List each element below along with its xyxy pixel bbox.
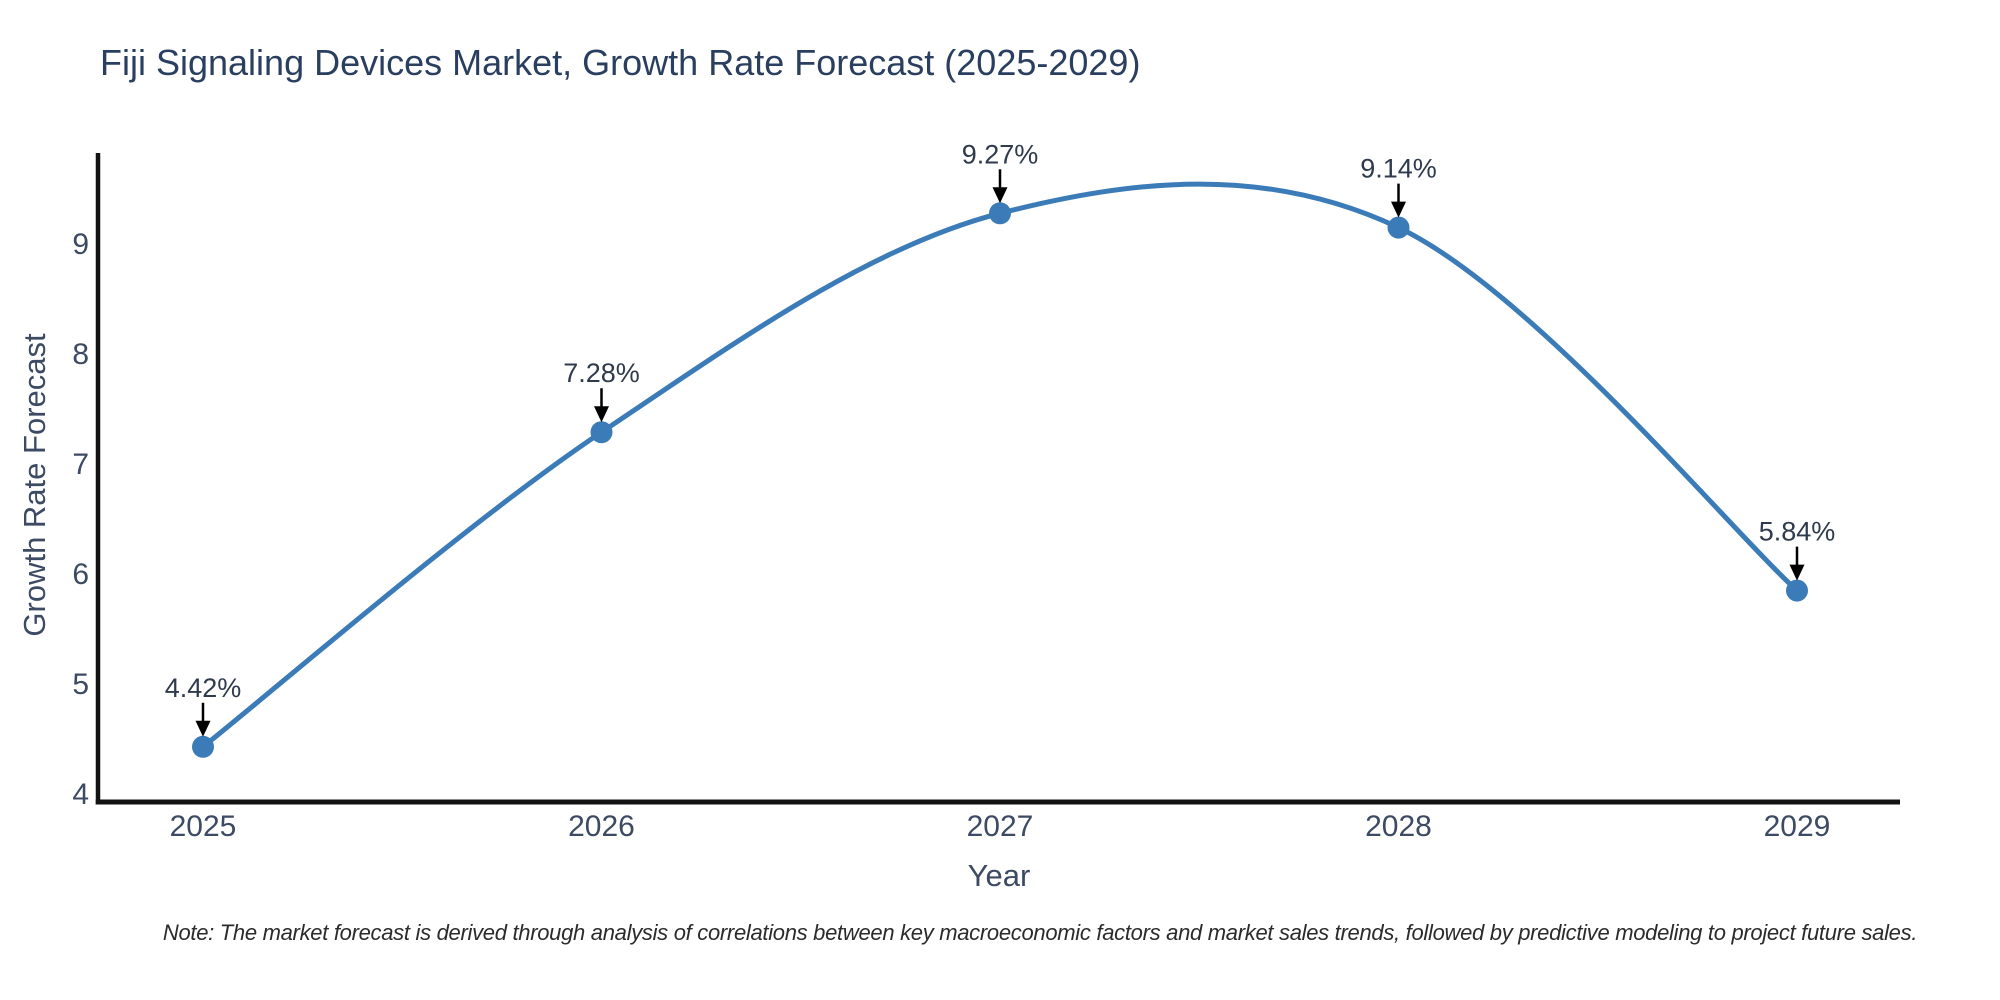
data-point-label: 4.42% [165, 673, 242, 703]
data-point-marker [989, 202, 1011, 225]
data-point-label: 9.14% [1360, 154, 1437, 184]
x-tick-label: 2027 [967, 810, 1034, 843]
page-title: Fiji Signaling Devices Market, Growth Ra… [100, 42, 1141, 83]
annotation-arrowhead [1391, 201, 1406, 218]
x-tick-label: 2025 [170, 810, 237, 843]
annotation-arrowhead [1789, 564, 1805, 581]
x-axis-title: Year [967, 858, 1031, 893]
data-point-marker [1786, 579, 1808, 602]
y-tick-label: 4 [72, 778, 89, 811]
data-point-label: 5.84% [1759, 517, 1836, 547]
y-tick-label: 9 [72, 228, 89, 261]
y-tick-label: 5 [72, 668, 89, 701]
annotation-arrowhead [594, 406, 609, 423]
footnote: Note: The market forecast is derived thr… [162, 920, 1918, 945]
x-tick-label: 2029 [1764, 810, 1831, 843]
annotation-arrowhead [195, 720, 211, 737]
data-point-marker [1387, 216, 1410, 239]
data-point-marker [590, 421, 613, 444]
trend-line [200, 181, 1800, 750]
data-point-label: 7.28% [563, 358, 640, 388]
annotation-arrowhead [992, 187, 1008, 204]
data-point-marker [192, 735, 214, 758]
y-tick-label: 6 [72, 558, 89, 591]
y-tick-label: 8 [72, 338, 89, 371]
y-tick-label: 7 [72, 448, 89, 481]
x-tick-label: 2028 [1365, 810, 1432, 843]
x-tick-label: 2026 [568, 810, 635, 843]
data-point-label: 9.27% [962, 139, 1039, 169]
